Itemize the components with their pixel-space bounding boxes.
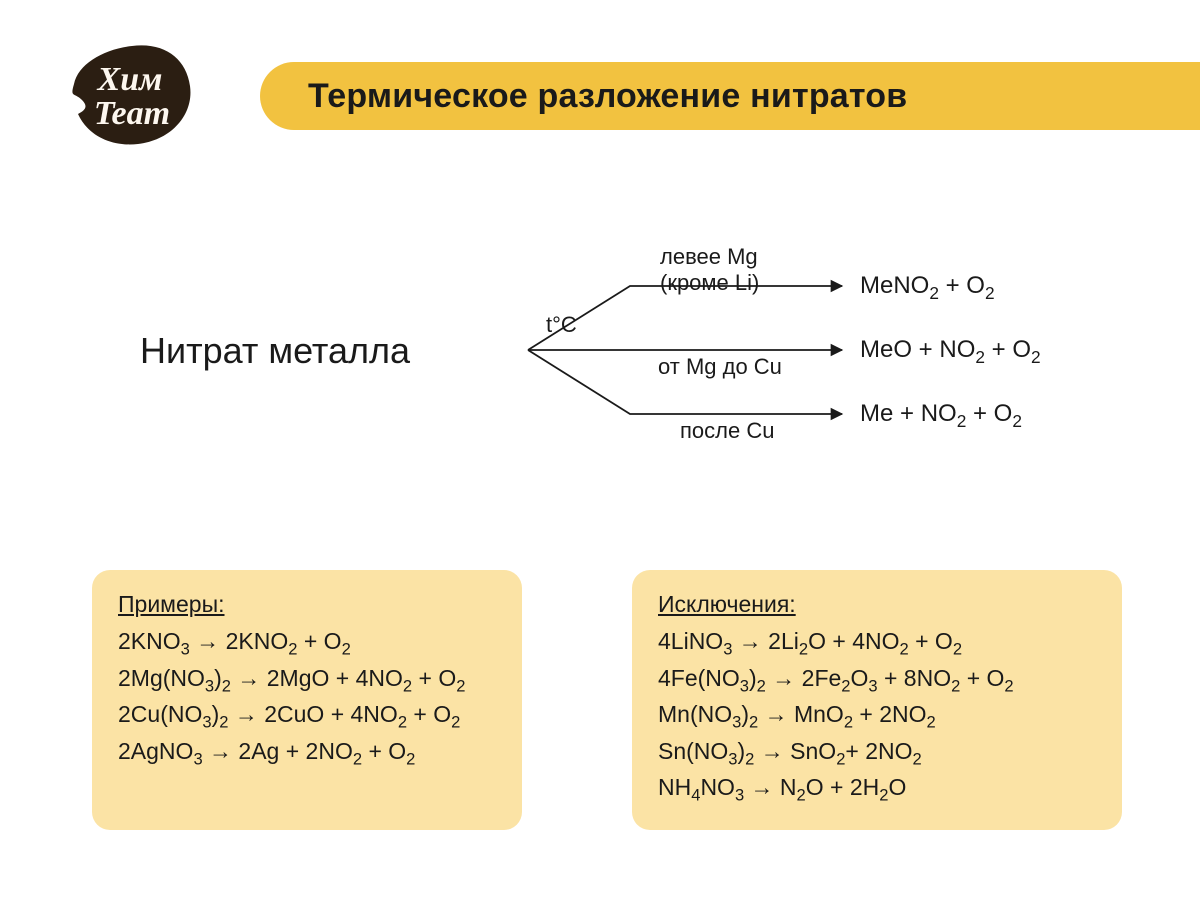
box-title: Исключения:: [658, 588, 1096, 621]
box-title: Примеры:: [118, 588, 496, 621]
title-bar: Термическое разложение нитратов: [260, 62, 1200, 130]
branch-condition-label: от Mg до Cu: [658, 354, 782, 380]
equation-row: 4Fe(NO3)2 → 2Fe2O3 + 8NO2 + O2: [658, 662, 1096, 699]
equation-row: 2KNO3 → 2KNO2 + O2: [118, 625, 496, 662]
branch-product: MeO + NO2 + O2: [860, 336, 1041, 368]
info-boxes: Примеры: 2KNO3 → 2KNO2 + O22Mg(NO3)2 → 2M…: [92, 570, 1130, 830]
equation-row: 2Cu(NO3)2 → 2CuO + 4NO2 + O2: [118, 698, 496, 735]
equation-row: Sn(NO3)2 → SnO2+ 2NO2: [658, 735, 1096, 772]
header: Хим Team Термическое разложение нитратов: [0, 40, 1200, 150]
page-title: Термическое разложение нитратов: [308, 77, 907, 116]
equation-row: Mn(NO3)2 → MnO2 + 2NO2: [658, 698, 1096, 735]
equation-row: 2AgNO3 → 2Ag + 2NO2 + O2: [118, 735, 496, 772]
branch-product: Me + NO2 + O2: [860, 400, 1022, 432]
branch-condition-label: после Cu: [680, 418, 774, 444]
equation-row: 2Mg(NO3)2 → 2MgO + 4NO2 + O2: [118, 662, 496, 699]
branch-condition-label: левее Mg(кроме Li): [660, 244, 759, 297]
logo-text-line1: Хим: [97, 61, 163, 98]
reaction-diagram: Нитрат металла t°C левее Mg(кроме Li)MeN…: [140, 250, 1080, 470]
examples-box: Примеры: 2KNO3 → 2KNO2 + O22Mg(NO3)2 → 2M…: [92, 570, 522, 830]
equation-row: NH4NO3 → N2O + 2H2O: [658, 771, 1096, 808]
equation-row: 4LiNO3 → 2Li2O + 4NO2 + O2: [658, 625, 1096, 662]
logo-text-line2: Team: [94, 95, 170, 132]
exceptions-box: Исключения: 4LiNO3 → 2Li2O + 4NO2 + O24Fe…: [632, 570, 1122, 830]
logo: Хим Team: [68, 40, 198, 150]
branch-product: MeNO2 + O2: [860, 272, 995, 304]
